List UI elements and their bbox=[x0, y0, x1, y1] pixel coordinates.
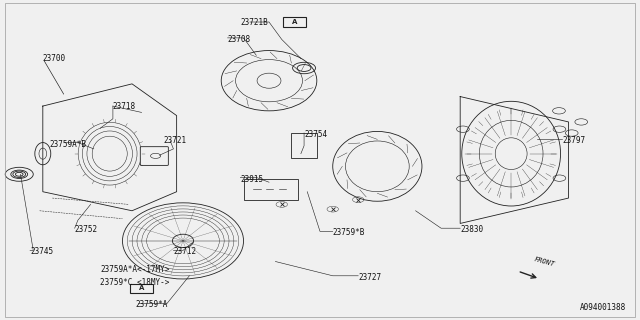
Text: 23759*C <18MY->: 23759*C <18MY-> bbox=[100, 278, 170, 287]
Text: 23759*A: 23759*A bbox=[135, 300, 168, 309]
Text: A: A bbox=[292, 19, 297, 25]
FancyBboxPatch shape bbox=[140, 147, 168, 165]
Bar bbox=[283, 18, 306, 27]
Text: 23745: 23745 bbox=[30, 247, 53, 257]
Bar bbox=[244, 179, 298, 200]
Ellipse shape bbox=[35, 142, 51, 165]
Text: 23752: 23752 bbox=[75, 225, 98, 234]
Text: 23721: 23721 bbox=[164, 136, 187, 146]
Text: 23708: 23708 bbox=[228, 35, 251, 44]
Text: 23759A*A<-17MY>: 23759A*A<-17MY> bbox=[100, 265, 170, 274]
Text: 23754: 23754 bbox=[304, 130, 327, 139]
Text: 23830: 23830 bbox=[460, 225, 483, 234]
Text: 23727: 23727 bbox=[358, 273, 381, 282]
Text: 23700: 23700 bbox=[43, 54, 66, 63]
Text: 23915: 23915 bbox=[241, 174, 264, 184]
Text: A: A bbox=[139, 285, 144, 292]
Text: A094001388: A094001388 bbox=[580, 303, 626, 312]
Text: 23797: 23797 bbox=[562, 136, 585, 146]
Bar bbox=[291, 133, 317, 158]
Text: FRONT: FRONT bbox=[534, 257, 556, 268]
Text: 23759A*B: 23759A*B bbox=[49, 140, 86, 148]
Bar bbox=[130, 284, 153, 293]
Text: 23759*B: 23759*B bbox=[333, 228, 365, 237]
Text: 23721B: 23721B bbox=[241, 18, 268, 27]
Text: 23718: 23718 bbox=[113, 101, 136, 111]
Text: 23712: 23712 bbox=[173, 247, 196, 257]
